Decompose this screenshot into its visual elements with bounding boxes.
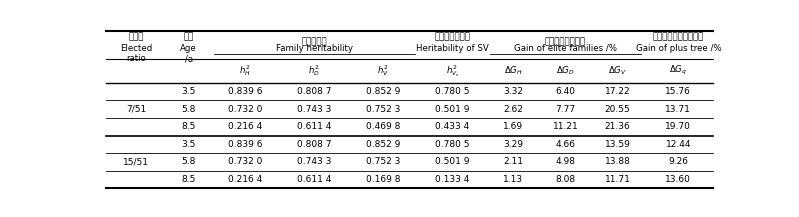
Text: 4.66: 4.66 — [555, 140, 575, 149]
Text: Family heritability: Family heritability — [276, 44, 352, 53]
Text: 优良家系对拓地遗: 优良家系对拓地遗 — [545, 37, 586, 46]
Text: $\Delta G_{H}$: $\Delta G_{H}$ — [503, 64, 523, 77]
Text: /a: /a — [185, 54, 193, 63]
Text: 0.752 3: 0.752 3 — [366, 157, 400, 166]
Text: 0.611 4: 0.611 4 — [297, 122, 332, 131]
Text: 入选率: 入选率 — [129, 32, 144, 41]
Text: Gain of elite families /%: Gain of elite families /% — [514, 44, 617, 53]
Text: 6.40: 6.40 — [555, 87, 575, 96]
Text: 0.808 7: 0.808 7 — [297, 140, 332, 149]
Text: 11.71: 11.71 — [605, 175, 630, 184]
Text: 0.808 7: 0.808 7 — [297, 87, 332, 96]
Text: 3.32: 3.32 — [503, 87, 523, 96]
Text: $h^2_{V}$: $h^2_{V}$ — [377, 63, 389, 78]
Text: 0.852 9: 0.852 9 — [366, 140, 400, 149]
Text: 0.169 8: 0.169 8 — [366, 175, 400, 184]
Text: 7.77: 7.77 — [555, 105, 575, 114]
Text: 3.5: 3.5 — [181, 87, 196, 96]
Text: 0.752 3: 0.752 3 — [366, 105, 400, 114]
Text: Heritability of SV: Heritability of SV — [416, 44, 489, 53]
Text: 0.611 4: 0.611 4 — [297, 175, 332, 184]
Text: $h^2_{H}$: $h^2_{H}$ — [239, 63, 251, 78]
Text: 0.839 6: 0.839 6 — [228, 87, 262, 96]
Text: 8.5: 8.5 — [181, 175, 196, 184]
Text: 家系遗传力: 家系遗传力 — [301, 37, 327, 46]
Text: $\Delta G_{V}$: $\Delta G_{V}$ — [608, 64, 627, 77]
Text: 9.26: 9.26 — [668, 157, 689, 166]
Text: 0.501 9: 0.501 9 — [435, 157, 470, 166]
Text: 13.60: 13.60 — [666, 175, 691, 184]
Text: 0.780 5: 0.780 5 — [435, 140, 470, 149]
Text: 0.780 5: 0.780 5 — [435, 87, 470, 96]
Text: 13.88: 13.88 — [605, 157, 630, 166]
Text: 0.852 9: 0.852 9 — [366, 87, 400, 96]
Text: 单株育种遗传力: 单株育种遗传力 — [435, 32, 471, 41]
Text: 13.71: 13.71 — [666, 105, 691, 114]
Text: 林龄: 林龄 — [184, 32, 194, 41]
Text: 0.743 3: 0.743 3 — [297, 157, 332, 166]
Text: 0.501 9: 0.501 9 — [435, 105, 470, 114]
Text: 2.62: 2.62 — [503, 105, 523, 114]
Text: 8.08: 8.08 — [555, 175, 575, 184]
Text: 1.69: 1.69 — [503, 122, 523, 131]
Text: ratio: ratio — [126, 54, 146, 63]
Text: 7/51: 7/51 — [126, 105, 146, 114]
Text: 0.133 4: 0.133 4 — [435, 175, 470, 184]
Text: 17.22: 17.22 — [605, 87, 630, 96]
Text: $h^2_{V_s}$: $h^2_{V_s}$ — [446, 63, 459, 79]
Text: 0.216 4: 0.216 4 — [228, 175, 262, 184]
Text: 13.59: 13.59 — [605, 140, 630, 149]
Text: 1.13: 1.13 — [503, 175, 523, 184]
Text: 优良家系产挥着枯地遗: 优良家系产挥着枯地遗 — [653, 32, 704, 41]
Text: 0.732 0: 0.732 0 — [228, 105, 262, 114]
Text: 0.732 0: 0.732 0 — [228, 157, 262, 166]
Text: 3.5: 3.5 — [181, 140, 196, 149]
Text: 0.433 4: 0.433 4 — [435, 122, 470, 131]
Text: 8.5: 8.5 — [181, 122, 196, 131]
Text: 11.21: 11.21 — [553, 122, 578, 131]
Text: 0.216 4: 0.216 4 — [228, 122, 262, 131]
Text: 12.44: 12.44 — [666, 140, 691, 149]
Text: 4.98: 4.98 — [555, 157, 575, 166]
Text: 0.743 3: 0.743 3 — [297, 105, 332, 114]
Text: 3.29: 3.29 — [503, 140, 523, 149]
Text: 20.55: 20.55 — [605, 105, 630, 114]
Text: 5.8: 5.8 — [181, 157, 196, 166]
Text: 15.76: 15.76 — [666, 87, 691, 96]
Text: Elected: Elected — [121, 44, 153, 53]
Text: 5.8: 5.8 — [181, 105, 196, 114]
Text: Gain of plus tree /%: Gain of plus tree /% — [635, 44, 721, 53]
Text: $\Delta G_{D}$: $\Delta G_{D}$ — [556, 64, 574, 77]
Text: $\Delta G_q$: $\Delta G_q$ — [670, 64, 687, 77]
Text: $h^2_{D}$: $h^2_{D}$ — [308, 63, 320, 78]
Text: 0.839 6: 0.839 6 — [228, 140, 262, 149]
Text: Age: Age — [181, 44, 197, 53]
Text: 2.11: 2.11 — [503, 157, 523, 166]
Text: 0.469 8: 0.469 8 — [366, 122, 400, 131]
Text: 19.70: 19.70 — [666, 122, 691, 131]
Text: 15/51: 15/51 — [123, 157, 149, 166]
Text: 21.36: 21.36 — [605, 122, 630, 131]
